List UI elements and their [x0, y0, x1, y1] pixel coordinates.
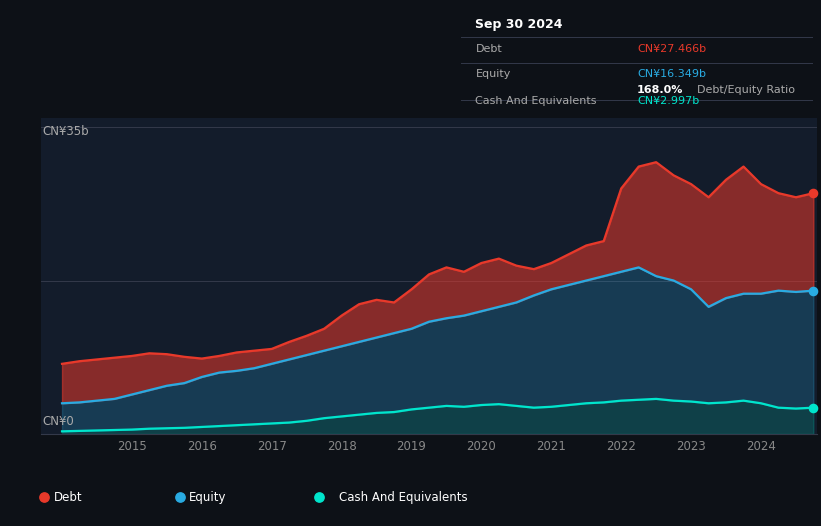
Text: CN¥35b: CN¥35b [43, 125, 89, 138]
Text: Equity: Equity [475, 68, 511, 78]
Text: CN¥16.349b: CN¥16.349b [637, 68, 706, 78]
Text: Debt: Debt [475, 44, 502, 54]
Text: Debt: Debt [53, 491, 82, 503]
Text: CN¥2.997b: CN¥2.997b [637, 96, 699, 106]
Text: Debt/Equity Ratio: Debt/Equity Ratio [697, 85, 795, 95]
Text: Cash And Equivalents: Cash And Equivalents [339, 491, 467, 503]
Point [807, 403, 820, 412]
Point [173, 493, 186, 501]
Point [807, 287, 820, 295]
Text: 168.0%: 168.0% [637, 85, 683, 95]
Text: CN¥27.466b: CN¥27.466b [637, 44, 706, 54]
Text: Cash And Equivalents: Cash And Equivalents [475, 96, 597, 106]
Text: Equity: Equity [189, 491, 227, 503]
Text: Sep 30 2024: Sep 30 2024 [475, 18, 563, 31]
Point [38, 493, 51, 501]
Point [313, 493, 326, 501]
Text: CN¥0: CN¥0 [43, 414, 75, 428]
Point [807, 189, 820, 197]
